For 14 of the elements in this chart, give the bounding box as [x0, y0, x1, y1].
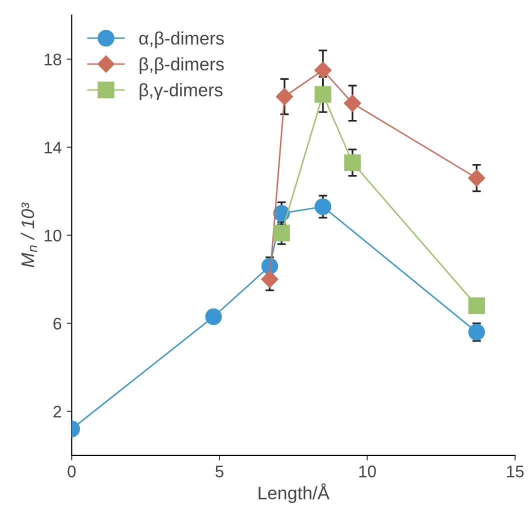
y-axis-title: M$_{n}$ / 10³ [20, 202, 37, 268]
y-tick-label: 2 [54, 406, 62, 418]
y-tick-label: 10 [44, 230, 62, 242]
legend-label: α,β-dimers [139, 31, 224, 48]
x-axis-title: Length/Å [258, 483, 330, 503]
y-tick-label: 6 [54, 318, 62, 330]
x-tick-label: 0 [68, 466, 76, 478]
y-tick-label: 18 [44, 54, 62, 66]
x-tick-label: 10 [359, 466, 376, 478]
legend-label: β,β-dimers [140, 57, 224, 74]
x-tick-label: 5 [216, 466, 224, 478]
x-tick-label: 15 [507, 466, 524, 478]
legend-label: β,γ-dimers [140, 83, 222, 100]
y-tick-label: 14 [44, 142, 62, 154]
